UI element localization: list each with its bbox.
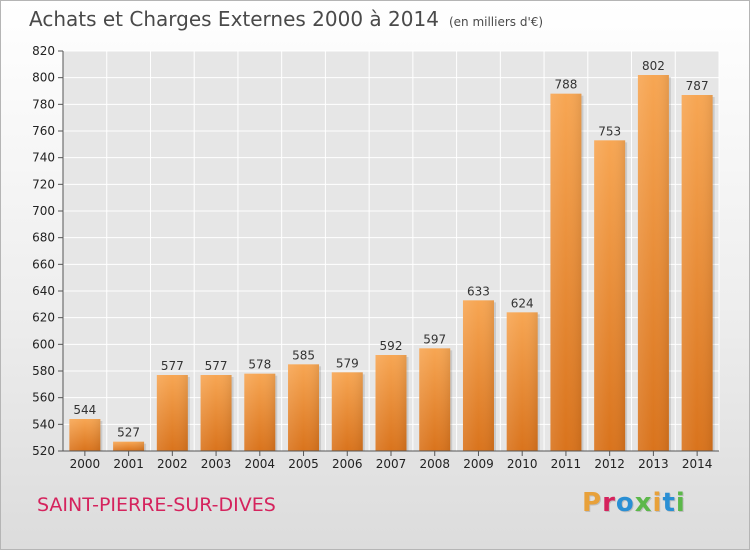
bar-shine <box>69 419 101 451</box>
y-tick-label: 800 <box>32 71 55 85</box>
y-tick-label: 540 <box>32 417 55 431</box>
data-label: 592 <box>380 339 403 353</box>
y-tick-label: 760 <box>32 124 55 138</box>
axes: 520 540 560 580 600 620 640 660 680 700 720 740 760 7… <box>32 44 719 471</box>
y-tick-label: 820 <box>32 44 55 58</box>
bar-group: 597 <box>419 332 453 451</box>
x-tick-label: 2008 <box>419 457 450 471</box>
x-tick-label: 2007 <box>376 457 407 471</box>
x-tick-label: 2000 <box>70 457 101 471</box>
data-label: 624 <box>511 296 534 310</box>
y-tick-label: 740 <box>32 151 55 165</box>
y-tick-label: 660 <box>32 257 55 271</box>
bar-group: 787 <box>681 79 715 451</box>
x-tick-label: 2011 <box>551 457 582 471</box>
bar-shine <box>506 312 538 451</box>
y-tick-label: 560 <box>32 391 55 405</box>
bar-shine <box>550 93 582 452</box>
bar-group: 753 <box>594 124 628 452</box>
data-label: 585 <box>292 348 315 362</box>
bar-group: 788 <box>550 78 584 452</box>
x-tick-label: 2003 <box>201 457 232 471</box>
bar-group: 633 <box>462 284 496 451</box>
logo-letter: r <box>602 488 616 518</box>
data-label: 577 <box>205 359 228 373</box>
data-label: 787 <box>686 79 709 93</box>
bar-group: 624 <box>506 296 540 451</box>
bar-shine <box>375 355 407 451</box>
data-label: 577 <box>161 359 184 373</box>
y-tick-label: 680 <box>32 231 55 245</box>
x-tick-label: 2012 <box>594 457 625 471</box>
y-tick-label: 580 <box>32 364 55 378</box>
data-label: 788 <box>554 78 577 92</box>
logo-letter: i <box>652 488 663 518</box>
proxiti-logo[interactable]: Proxiti <box>582 488 686 518</box>
x-tick-label: 2006 <box>332 457 363 471</box>
x-tick-label: 2010 <box>507 457 538 471</box>
bar-group: 527 <box>113 426 147 451</box>
commune-name: SAINT-PIERRE-SUR-DIVES <box>37 494 276 516</box>
bars: 544 527 577 577 578 585 579 592 597 633 624 788 753 8… <box>69 59 715 452</box>
data-label: 544 <box>73 403 96 417</box>
y-tick-label: 600 <box>32 337 55 351</box>
bar-group: 585 <box>288 348 322 451</box>
bar-group: 544 <box>69 403 103 451</box>
bar-group: 577 <box>200 359 234 451</box>
bar-shine <box>244 373 276 451</box>
y-tick-label: 720 <box>32 177 55 191</box>
bar-group: 802 <box>637 59 671 451</box>
logo-letter: i <box>675 488 686 518</box>
x-tick-label: 2014 <box>682 457 713 471</box>
data-label: 579 <box>336 356 359 370</box>
x-tick-label: 2001 <box>113 457 144 471</box>
data-label: 527 <box>117 426 140 440</box>
bar-shine <box>462 300 494 451</box>
data-label: 802 <box>642 59 665 73</box>
x-tick-label: 2013 <box>638 457 669 471</box>
bar-group: 592 <box>375 339 409 451</box>
bar-shine <box>156 375 188 451</box>
bar-shine <box>681 95 713 451</box>
chart-title: Achats et Charges Externes 2000 à 2014 <box>29 7 439 31</box>
data-label: 633 <box>467 284 490 298</box>
x-tick-label: 2002 <box>157 457 188 471</box>
x-tick-label: 2009 <box>463 457 494 471</box>
x-tick-label: 2005 <box>288 457 319 471</box>
y-tick-label: 640 <box>32 284 55 298</box>
bar-group: 579 <box>331 356 365 451</box>
bar-shine <box>288 364 320 451</box>
logo-letter: x <box>634 488 653 518</box>
bar-group: 577 <box>156 359 190 451</box>
logo-letter: P <box>582 488 603 518</box>
data-label: 597 <box>423 332 446 346</box>
logo-letter: t <box>662 488 676 518</box>
logo-letter: o <box>615 488 635 518</box>
y-tick-label: 620 <box>32 311 55 325</box>
bar-shine <box>331 372 363 451</box>
bar-shine <box>200 375 232 451</box>
bar-shine <box>637 75 669 451</box>
y-tick-label: 780 <box>32 97 55 111</box>
chart-subtitle: (en milliers d'€) <box>448 15 544 29</box>
bar-shine <box>594 140 626 452</box>
data-label: 753 <box>598 124 621 138</box>
bar-group: 578 <box>244 358 278 451</box>
y-tick-label: 700 <box>32 204 55 218</box>
data-label: 578 <box>248 358 271 372</box>
bar-shine <box>419 348 451 451</box>
x-tick-label: 2004 <box>245 457 276 471</box>
title-row: Achats et Charges Externes 2000 à 2014 (e… <box>29 7 543 31</box>
bar-shine <box>113 441 145 451</box>
y-tick-label: 520 <box>32 444 55 458</box>
